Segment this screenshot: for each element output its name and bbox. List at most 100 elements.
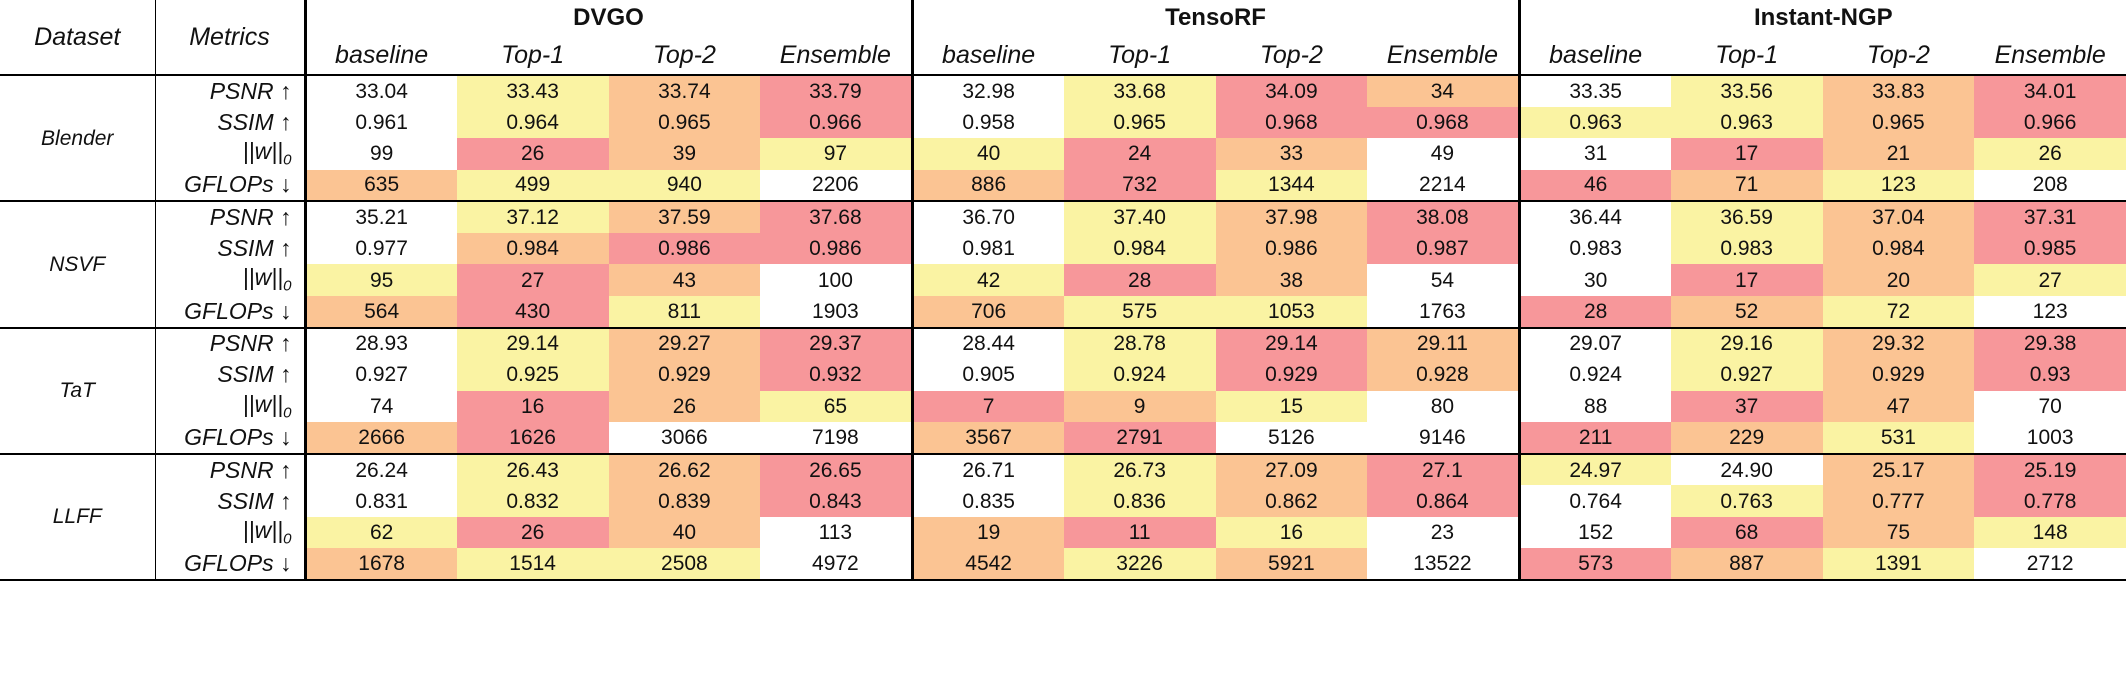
value-cell: 0.983 [1517,232,1671,265]
value-cell: 70 [1974,390,2126,423]
value-cell: 88 [1517,390,1671,423]
subcolumn-header-dvgo-top-1: Top-1 [456,36,609,76]
value-cell: 30 [1517,264,1671,296]
value-cell: 0.93 [1974,359,2126,391]
value-cell: 97 [760,138,912,170]
value-cell: 37.31 [1974,200,2126,233]
dataset-label: NSVF [0,200,155,328]
subcolumn-header-dvgo-ensemble: Ensemble [760,36,912,76]
value-cell: 75 [1822,516,1975,549]
value-cell: 0.981 [910,232,1064,265]
value-cell: 47 [1822,390,1975,423]
method-header-instant-ngp: Instant-NGP [1517,0,2126,36]
dataset-label: TaT [0,326,155,454]
value-cell: 531 [1822,422,1975,454]
value-cell: 0.963 [1517,106,1671,139]
value-cell: 33.68 [1063,74,1216,107]
table-row: GFLOPs ↓ 1678 1514 2508 4972 4542 3226 5921 1352… [0,548,2126,581]
value-cell: 25.19 [1974,452,2126,486]
subcolumn-header-instant-ngp-top-1: Top-1 [1670,36,1823,76]
value-cell: 24 [1063,138,1216,170]
table-row: Blender PSNR ↑ 33.04 33.43 33.74 33.79 32.98 33… [0,73,2126,202]
value-cell: 7198 [760,422,912,454]
value-cell: 26.65 [760,452,912,486]
value-cell: 33.79 [760,74,912,107]
value-cell: 42 [910,264,1064,296]
subcolumn-header-instant-ngp-ensemble: Ensemble [1974,36,2126,76]
value-cell: 0.966 [760,106,912,139]
metric-label: GFLOPs ↓ [154,422,305,454]
value-cell: 635 [303,169,457,202]
value-cell: 36.70 [910,200,1064,233]
value-cell: 0.927 [1670,359,1823,391]
value-cell: 1903 [760,295,912,328]
value-cell: 33 [1215,138,1368,170]
value-cell: 29.16 [1670,326,1823,360]
table-row: GFLOPs ↓ 635 499 940 2206 886 732 1344 2214 46 71 1… [0,169,2126,202]
value-cell: 33.83 [1822,74,1975,107]
value-cell: 25.17 [1822,452,1975,486]
metric-label: SSIM ↑ [154,232,305,265]
metric-label: PSNR ↑ [154,326,305,360]
value-cell: 0.986 [760,232,912,265]
value-cell: 9 [1063,390,1216,423]
value-cell: 37.04 [1822,200,1975,233]
value-cell: 29.14 [456,326,609,360]
value-cell: 72 [1822,295,1975,328]
metric-label: GFLOPs ↓ [154,295,305,328]
table-row: TaT PSNR ↑ 28.93 29.14 29.27 29.37 28.44 28.78 2… [0,326,2126,454]
metric-label: PSNR ↑ [154,452,305,486]
value-cell: 1391 [1822,548,1975,581]
value-cell: 29.11 [1367,326,1520,360]
value-cell: 17 [1670,138,1823,170]
table-row: ||w||0 62 26 40 113 19 11 16 23 152 68 75 148 [0,516,2126,549]
value-cell: 123 [1822,169,1975,202]
value-cell: 0.984 [456,232,609,265]
value-cell: 37 [1670,390,1823,423]
value-cell: 0.864 [1367,485,1520,517]
metric-label: ||w||0 [154,516,305,549]
table-row: ||w||0 95 27 43 100 42 28 38 54 30 17 20 27 [0,264,2126,296]
value-cell: 0.836 [1063,485,1216,517]
value-cell: 27 [1974,264,2126,296]
table-row: SSIM ↑ 0.977 0.984 0.986 0.986 0.981 0.984 0.98… [0,232,2126,265]
value-cell: 16 [1215,516,1368,549]
value-cell: 39 [608,138,761,170]
value-cell: 0.929 [1822,359,1975,391]
value-cell: 38 [1215,264,1368,296]
dataset-label: Blender [0,73,155,202]
value-cell: 34 [1367,74,1520,107]
subcolumn-header-row: baseline Top-1 Top-2 Ensemble baseline Top-1 T… [0,36,2126,76]
value-cell: 229 [1670,422,1823,454]
value-cell: 5126 [1215,422,1368,454]
value-cell: 0.958 [910,106,1064,139]
method-header-tensorf: TensoRF [910,0,1520,36]
value-cell: 0.977 [303,232,457,265]
value-cell: 1763 [1367,295,1520,328]
value-cell: 15 [1215,390,1368,423]
value-cell: 26.24 [303,452,457,486]
value-cell: 0.778 [1974,485,2126,517]
value-cell: 0.764 [1517,485,1671,517]
value-cell: 37.68 [760,200,912,233]
value-cell: 886 [910,169,1064,202]
value-cell: 26 [456,516,609,549]
value-cell: 46 [1517,169,1671,202]
value-cell: 31 [1517,138,1671,170]
value-cell: 113 [760,516,912,549]
metric-label: ||w||0 [154,138,305,170]
table-row: ||w||0 74 16 26 65 7 9 15 80 88 37 47 70 [0,390,2126,423]
value-cell: 940 [608,169,761,202]
value-cell: 26 [608,390,761,423]
value-cell: 0.835 [910,485,1064,517]
value-cell: 0.924 [1517,359,1671,391]
value-cell: 0.965 [1822,106,1975,139]
value-cell: 2214 [1367,169,1520,202]
results-table: Dataset Metrics DVGO TensoRF Instant-NGP… [0,0,2126,582]
value-cell: 123 [1974,295,2126,328]
value-cell: 0.777 [1822,485,1975,517]
metric-label: SSIM ↑ [154,359,305,391]
value-cell: 23 [1367,516,1520,549]
results-body: Blender PSNR ↑ 33.04 33.43 33.74 33.79 32.98 33… [0,73,2126,582]
